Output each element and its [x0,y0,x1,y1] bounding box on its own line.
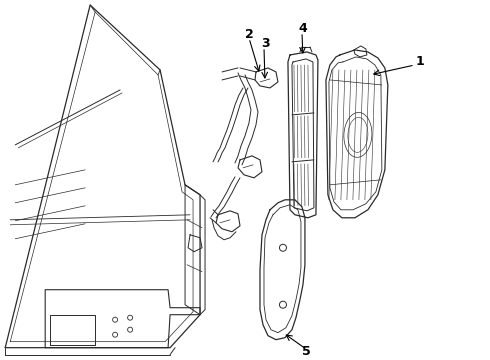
Text: 5: 5 [301,345,310,358]
Text: 2: 2 [245,28,254,41]
Text: 3: 3 [261,37,270,50]
Text: 4: 4 [298,22,307,36]
Text: 1: 1 [416,55,425,68]
